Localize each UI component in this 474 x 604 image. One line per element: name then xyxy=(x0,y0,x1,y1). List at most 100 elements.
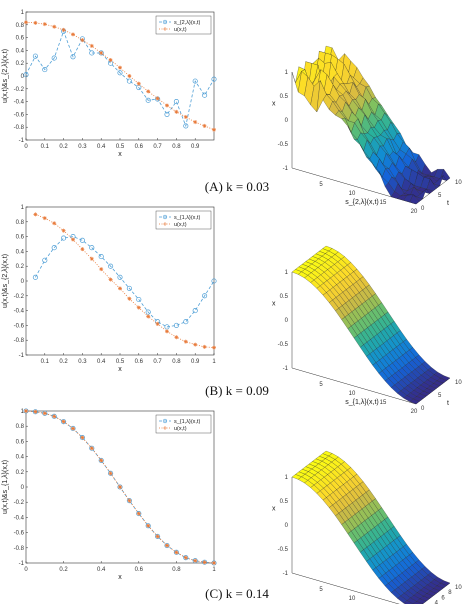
series-line-1 xyxy=(25,21,215,131)
data-point xyxy=(117,274,123,280)
y-tick-label: 10 xyxy=(455,585,462,591)
x-tick-label: 5 xyxy=(319,587,323,593)
data-point xyxy=(136,296,142,303)
x-tick-label: 10 xyxy=(349,391,356,397)
x-tick-label: 0.9 xyxy=(191,144,200,150)
data-point xyxy=(33,20,38,25)
data-point xyxy=(183,555,189,561)
data-point xyxy=(89,245,95,251)
x-tick-label: 0.6 xyxy=(135,144,144,150)
y-tick-label: 0.8 xyxy=(16,23,25,29)
surface-cell xyxy=(403,600,414,604)
y-tick-label: -0.8 xyxy=(14,546,25,552)
data-point xyxy=(202,560,207,565)
legend-label: u(x,t) xyxy=(174,27,187,33)
data-point xyxy=(174,550,179,555)
data-point xyxy=(193,120,198,125)
data-point xyxy=(127,74,132,78)
z-axis-label: x xyxy=(272,101,276,108)
data-point xyxy=(71,237,75,242)
x-tick-label: 0 xyxy=(24,567,28,573)
data-point xyxy=(155,533,161,539)
z-tick-label: -1 xyxy=(283,166,289,172)
data-point xyxy=(127,498,132,503)
legend-box xyxy=(155,210,212,230)
data-point xyxy=(42,216,47,221)
data-point xyxy=(98,50,104,56)
z-tick-label: -0.5 xyxy=(278,547,289,553)
legend-label: u(x,t) xyxy=(174,222,187,228)
data-point xyxy=(183,123,189,129)
legend-box xyxy=(155,414,212,434)
data-point xyxy=(99,267,104,272)
panels: -1-0.8-0.6-0.4-0.200.20.40.60.810 0.1 0.2 0… xyxy=(2,10,462,604)
data-point xyxy=(70,54,76,60)
data-point xyxy=(155,321,160,326)
data-point xyxy=(174,335,179,340)
data-point xyxy=(193,342,198,347)
y-tick-label: 4 xyxy=(435,601,439,604)
data-point xyxy=(80,435,85,440)
x-tick-label: 10 xyxy=(349,596,356,602)
surface-cell xyxy=(409,194,420,205)
z-tick-label: 0.5 xyxy=(280,499,289,505)
data-point xyxy=(99,458,104,463)
caption-b: (B) k = 0.09 xyxy=(205,383,269,398)
y-tick-label: 0.6 xyxy=(16,235,25,241)
data-point xyxy=(202,293,208,299)
data-point xyxy=(212,561,216,565)
data-point xyxy=(89,50,95,56)
data-point xyxy=(89,256,94,261)
data-point xyxy=(173,549,179,555)
data-point xyxy=(61,235,67,241)
data-point xyxy=(51,55,57,61)
y-tick-label: -1 xyxy=(19,138,25,144)
legend-label: s_{1,λ}(x,t) xyxy=(174,215,200,221)
y-tick-label: -1 xyxy=(19,353,25,359)
x-tick-label: 0.8 xyxy=(172,359,181,365)
data-point xyxy=(146,314,151,319)
x-tick-label: 0.4 xyxy=(97,359,106,365)
data-point xyxy=(98,254,104,260)
x-tick-label: 0.8 xyxy=(172,144,181,150)
surface-cell xyxy=(409,398,420,405)
y-tick-label: -0.4 xyxy=(14,309,25,315)
z-tick-label: 1 xyxy=(285,475,289,481)
data-point xyxy=(99,50,104,55)
legend-marker xyxy=(162,214,168,220)
data-point xyxy=(79,237,85,243)
x-axis-label: s_{2,λ}(x,t) xyxy=(345,199,378,206)
data-point xyxy=(51,413,57,419)
data-point xyxy=(89,446,94,451)
data-point xyxy=(79,435,85,441)
x-tick-label: 0.7 xyxy=(153,144,162,150)
data-point xyxy=(155,96,160,101)
data-point xyxy=(136,511,141,516)
x-tick-label: 5 xyxy=(319,382,323,388)
x-tick-label: 0.5 xyxy=(116,359,125,365)
data-point xyxy=(212,345,216,350)
data-point xyxy=(192,558,198,564)
surface-panel-C-right: -1-0.500.515101520246810s_{2,λ}(x,t)tx xyxy=(272,450,462,604)
caption-a: (A) k = 0.03 xyxy=(205,179,269,194)
legend-label: s_{2,λ}(x,t) xyxy=(174,20,200,26)
data-point xyxy=(42,411,47,416)
y-tick-label: -0.6 xyxy=(14,112,25,118)
x-tick-label: 0.2 xyxy=(59,359,68,365)
data-point xyxy=(33,409,38,414)
data-point xyxy=(126,285,132,291)
y-tick-label: 0 xyxy=(21,279,25,285)
x-axis-label: x xyxy=(118,574,122,581)
y-axis-label: u(x,t)&s_{1,λ}(x,t) xyxy=(2,460,9,514)
legend-marker xyxy=(163,222,167,226)
data-point xyxy=(127,296,132,301)
data-point xyxy=(165,329,169,334)
y-tick-label: 0.8 xyxy=(16,424,25,430)
y-tick-label: 6 xyxy=(441,595,445,601)
legend-label: u(x,t) xyxy=(174,426,187,432)
plot-frame xyxy=(25,206,215,356)
y-tick-label: 5 xyxy=(438,393,442,399)
data-point xyxy=(89,445,95,451)
